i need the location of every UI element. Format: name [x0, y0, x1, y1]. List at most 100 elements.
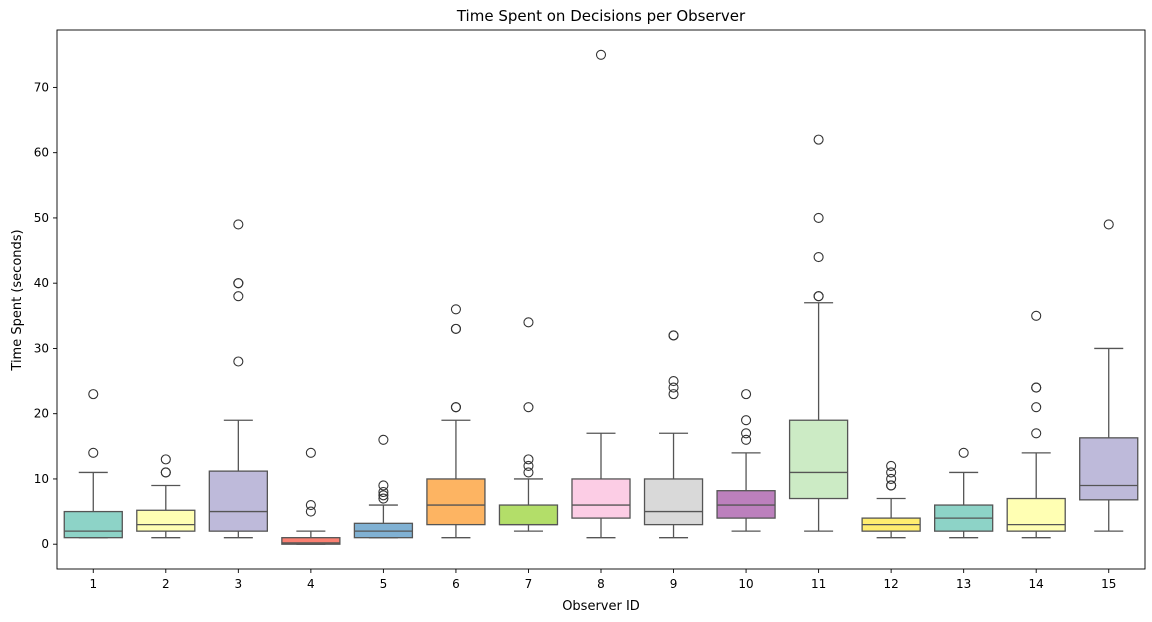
outlier-point: [88, 447, 99, 458]
outlier-point: [233, 356, 244, 367]
y-tick-label: 20: [34, 407, 49, 421]
outlier-point: [668, 382, 679, 393]
outlier-point: [160, 467, 171, 478]
x-tick-label: 1: [89, 577, 97, 591]
x-tick-label: 9: [670, 577, 678, 591]
outlier-point: [741, 415, 752, 426]
box-body: [788, 419, 849, 500]
x-tick-label: 12: [883, 577, 898, 591]
outlier-point: [378, 486, 389, 498]
y-tick-label: 40: [34, 276, 49, 290]
box-body: [63, 510, 123, 539]
outlier-point: [523, 317, 534, 328]
x-tick-label: 7: [525, 577, 533, 591]
box-group-3: [208, 219, 268, 539]
outlier-point: [813, 252, 824, 263]
box-group-13: [934, 447, 994, 539]
outlier-point: [1031, 402, 1042, 413]
outlier-point: [450, 402, 461, 413]
outlier-point: [523, 454, 534, 465]
box-group-4: [281, 447, 341, 545]
box-body: [716, 490, 776, 519]
box-group-15: [1079, 219, 1139, 532]
outlier-point: [741, 389, 752, 400]
outlier-point: [1031, 310, 1042, 321]
plot-frame: [56, 29, 1146, 570]
outlier-point: [160, 454, 171, 465]
outlier-point: [886, 480, 897, 491]
outlier-point: [233, 278, 244, 289]
outlier-point: [305, 506, 316, 517]
box-body: [1006, 497, 1066, 532]
box-group-10: [716, 389, 776, 532]
chart-title: Time Spent on Decisions per Observer: [456, 7, 746, 25]
outlier-point: [668, 389, 679, 400]
x-tick-label: 2: [162, 577, 170, 591]
y-tick-label: 60: [34, 146, 49, 160]
box-body: [643, 478, 704, 526]
outlier-point: [233, 291, 244, 302]
outlier-point: [523, 467, 534, 478]
outlier-point: [378, 480, 389, 491]
outlier-point: [595, 49, 607, 60]
outlier-point: [668, 330, 679, 341]
outlier-point: [741, 428, 752, 439]
x-tick-label: 14: [1029, 577, 1044, 591]
x-tick-label: 5: [380, 577, 388, 591]
box-body: [208, 470, 268, 532]
box-body: [1079, 437, 1139, 501]
x-axis: 1 2 3 4 5 6 7 8 9 10 11 12 13 14 15: [89, 569, 1116, 591]
y-tick-label: 10: [34, 472, 49, 486]
plot-area: [63, 49, 1139, 545]
outlier-point: [378, 434, 389, 445]
outlier-point: [523, 460, 534, 471]
outlier-point: [813, 291, 824, 302]
box-group-11: [788, 134, 849, 532]
outlier-point: [1031, 382, 1042, 393]
box-body: [353, 522, 414, 539]
x-tick-label: 15: [1101, 577, 1116, 591]
x-tick-label: 6: [452, 577, 460, 591]
outlier-point: [233, 219, 244, 230]
outlier-point: [305, 500, 316, 511]
outlier-point: [1103, 219, 1114, 230]
outlier-point: [1031, 428, 1042, 439]
outlier-point: [668, 376, 679, 387]
box-group-9: [643, 330, 704, 539]
box-body: [571, 478, 631, 519]
y-axis-label: Time Spent (seconds): [10, 229, 25, 371]
outlier-point: [88, 389, 99, 400]
outlier-point: [450, 304, 461, 315]
outlier-point: [886, 473, 897, 484]
x-tick-label: 4: [307, 577, 315, 591]
outlier-point: [523, 402, 534, 413]
x-tick-label: 13: [956, 577, 971, 591]
y-tick-label: 70: [34, 80, 49, 94]
box-group-6: [426, 304, 486, 539]
outlier-point: [305, 447, 316, 458]
box-group-7: [498, 317, 559, 532]
outlier-point: [886, 460, 897, 471]
outlier-point: [450, 323, 461, 334]
y-tick-label: 50: [34, 211, 49, 225]
box-body: [426, 478, 486, 526]
box-group-8: [571, 49, 631, 539]
outlier-point: [886, 467, 897, 478]
outlier-point: [813, 134, 824, 145]
box-group-2: [136, 454, 196, 539]
box-group-12: [861, 460, 921, 539]
box-group-5: [353, 434, 414, 539]
box-body: [498, 504, 559, 526]
outlier-point: [958, 447, 969, 458]
x-tick-label: 8: [597, 577, 605, 591]
x-tick-label: 3: [235, 577, 243, 591]
box-group-14: [1006, 310, 1066, 539]
box-group-1: [63, 389, 123, 539]
y-tick-label: 30: [34, 341, 49, 355]
y-tick-label: 0: [41, 537, 49, 551]
y-axis: 0 10 20 30 40 50 60 70: [34, 80, 57, 551]
outlier-point: [813, 212, 824, 223]
box-body: [136, 509, 196, 532]
x-tick-label: 10: [738, 577, 753, 591]
